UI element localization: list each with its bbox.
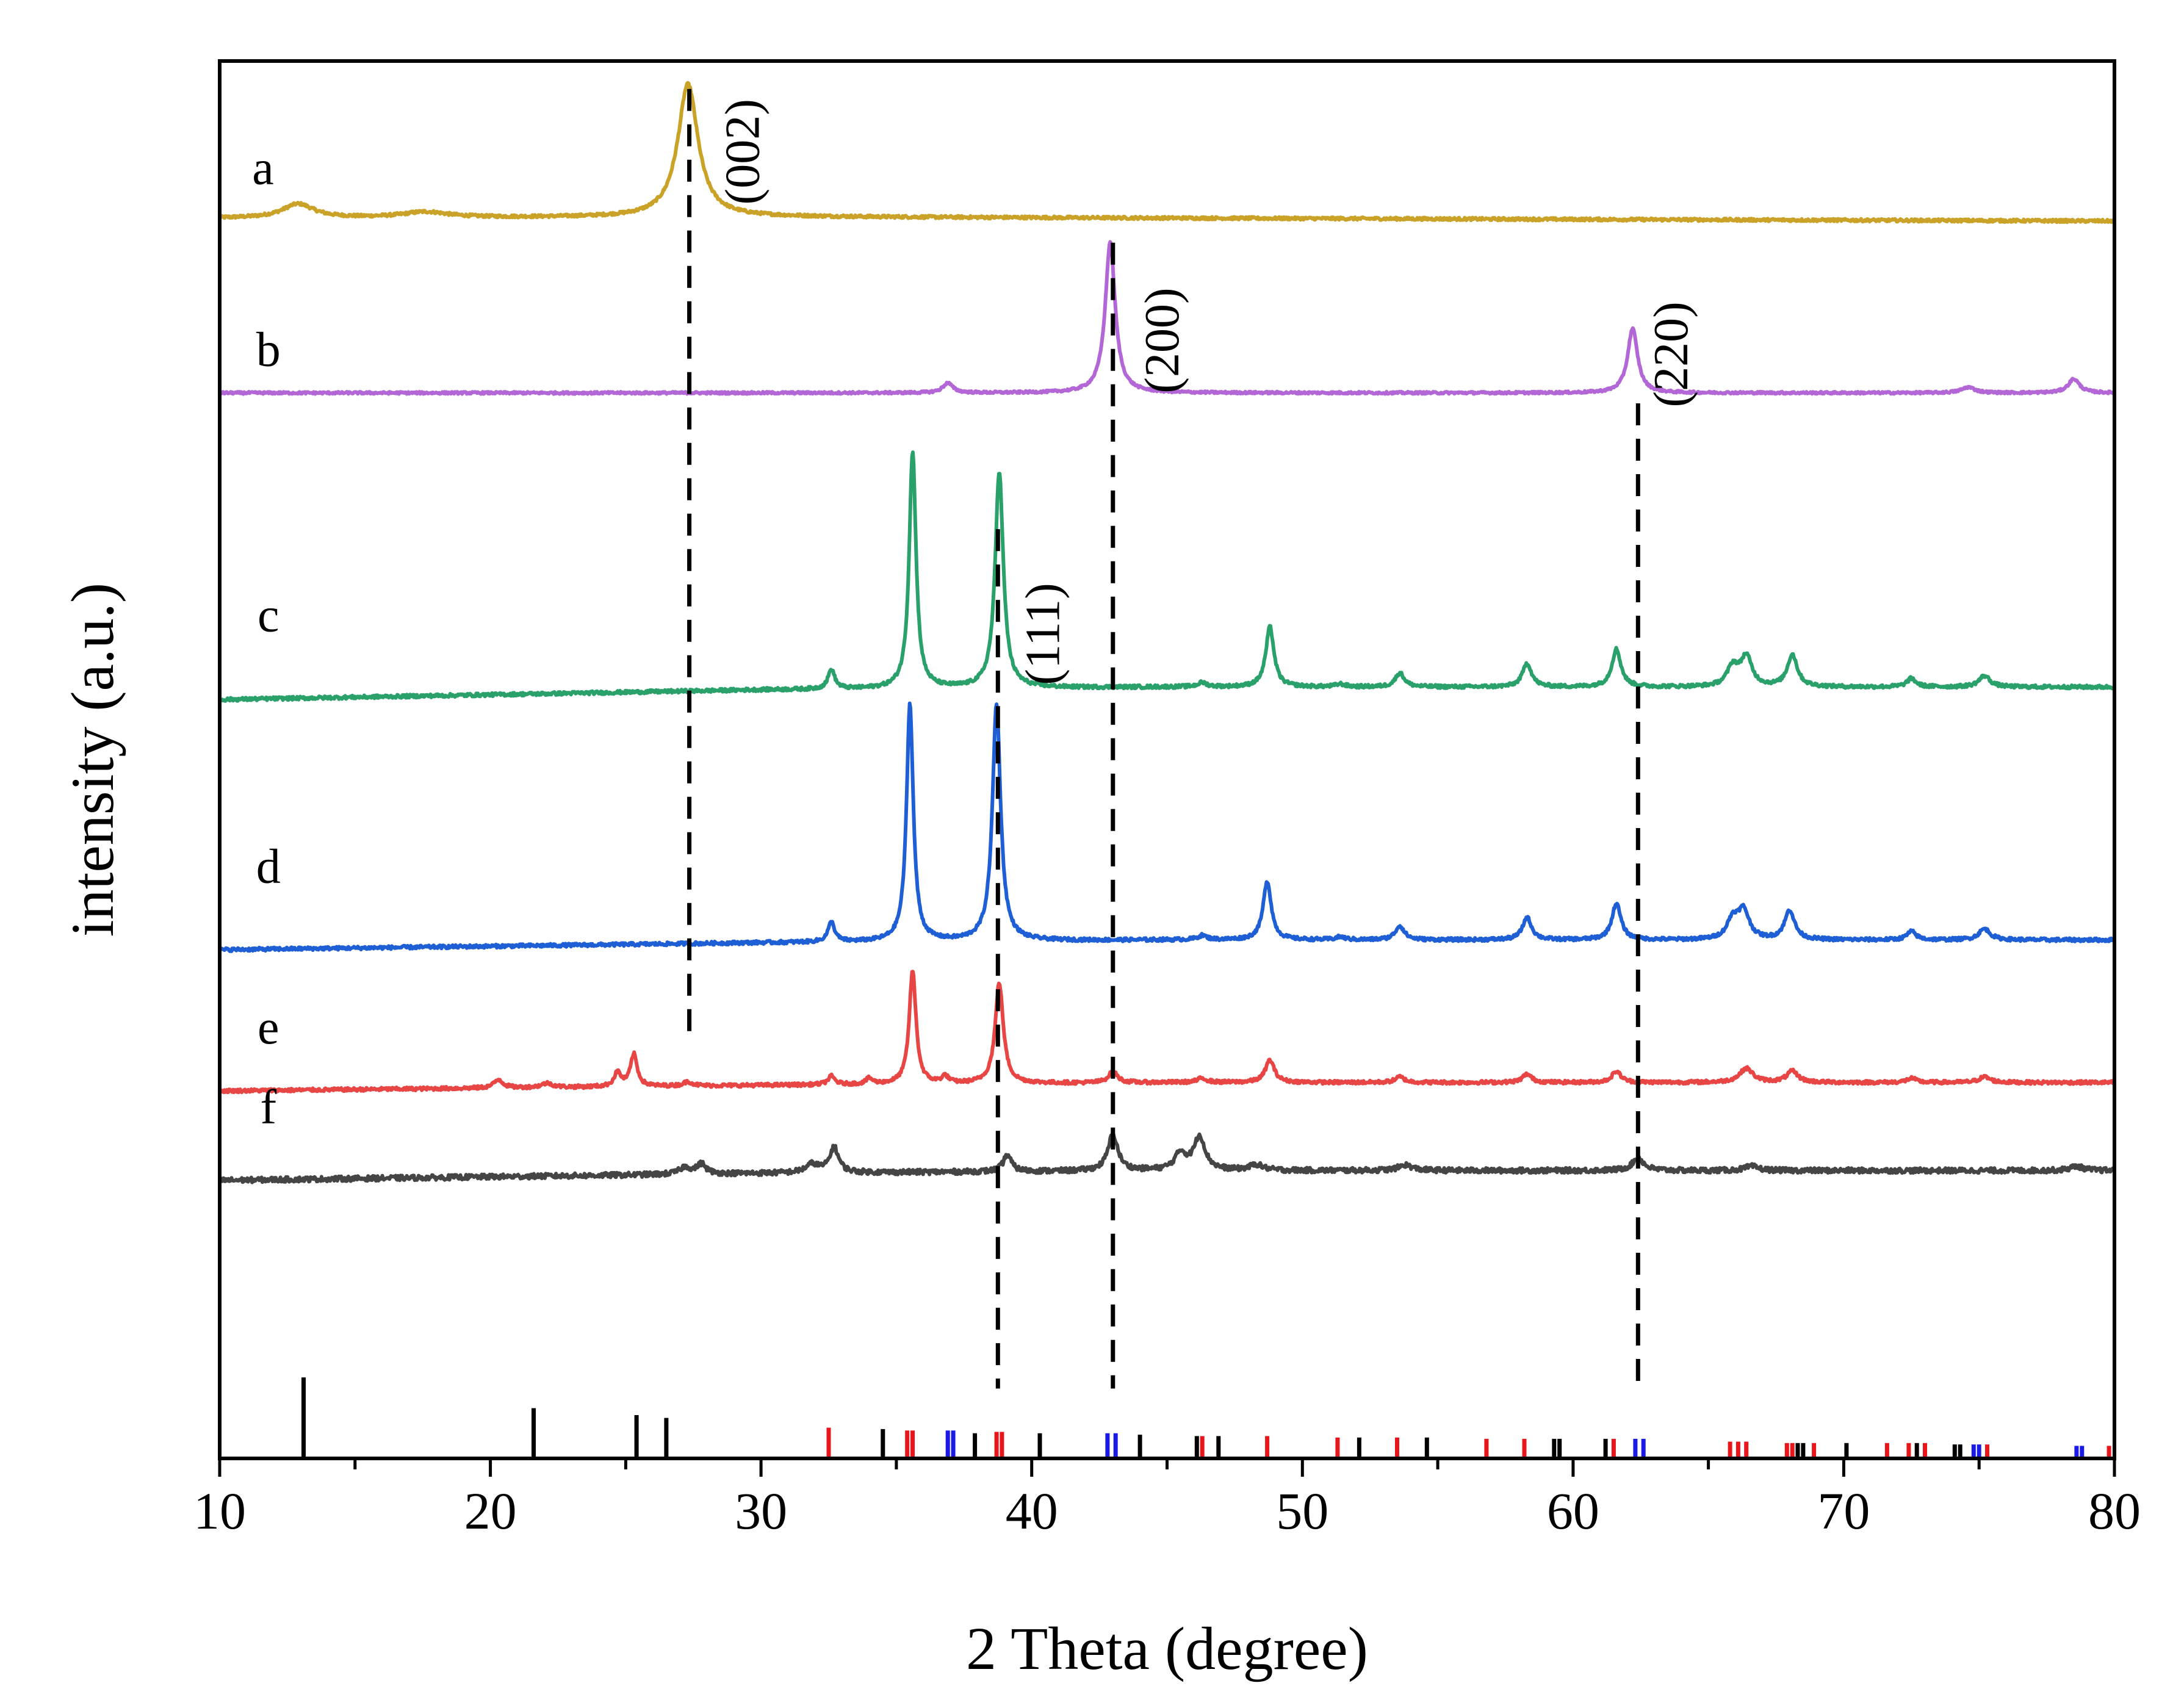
series-line-b <box>218 240 2116 396</box>
series-label-b: b <box>256 323 281 377</box>
series-line-c <box>218 450 2116 703</box>
series-label-d: d <box>256 840 281 894</box>
peak-annotation-2: (220) <box>1645 301 1698 407</box>
peak-annotations: (002) (200) (220) (111) <box>716 99 1698 685</box>
x-tick-label-30: 30 <box>735 1482 787 1540</box>
series-line-d <box>218 701 2116 953</box>
series-label-c: c <box>258 588 279 642</box>
series-label-e: e <box>258 1001 279 1054</box>
y-axis-title: intensity (a.u.) <box>59 583 126 937</box>
x-tick-label-70: 70 <box>1817 1482 1870 1540</box>
x-axis-tick-labels: 10 20 30 40 50 60 70 80 <box>193 1482 2141 1540</box>
x-axis-title: 2 Theta (degree) <box>966 1615 1368 1682</box>
x-tick-label-20: 20 <box>464 1482 517 1540</box>
x-tick-label-50: 50 <box>1276 1482 1328 1540</box>
series-lines <box>218 81 2116 1184</box>
x-axis-ticks <box>218 1458 2116 1477</box>
reference-dashed-lines <box>687 88 1640 1389</box>
peak-annotation-1: (200) <box>1136 287 1189 393</box>
series-line-e <box>218 970 2116 1095</box>
x-tick-label-60: 60 <box>1547 1482 1599 1540</box>
peak-annotation-3: (111) <box>1017 583 1070 685</box>
series-line-f <box>218 1131 2116 1184</box>
series-labels: a b c d ef <box>252 142 281 1134</box>
series-label-a: a <box>252 142 274 195</box>
x-tick-label-40: 40 <box>1006 1482 1058 1540</box>
series-label-f: f <box>260 1080 276 1134</box>
series-line-a <box>218 81 2116 225</box>
x-tick-label-80: 80 <box>2088 1482 2141 1540</box>
x-tick-label-10: 10 <box>193 1482 246 1540</box>
reference-sticks <box>301 1377 2111 1458</box>
peak-annotation-0: (002) <box>716 99 769 204</box>
